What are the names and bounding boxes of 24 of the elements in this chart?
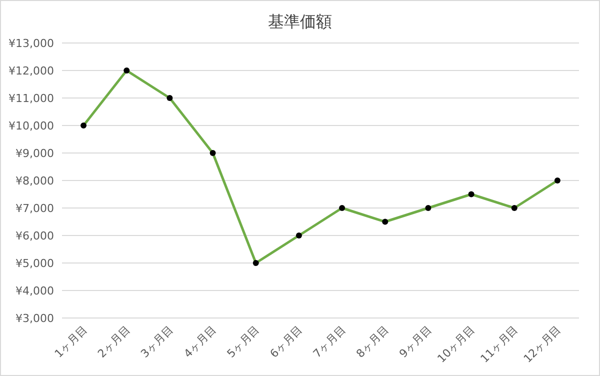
- x-tick-label: 2ヶ月目: [95, 322, 133, 360]
- x-tick-label: 9ヶ月目: [396, 322, 434, 360]
- y-tick-label: ¥9,000: [16, 147, 54, 160]
- y-tick-label: ¥12,000: [8, 64, 54, 78]
- y-tick-label: ¥7,000: [16, 202, 54, 215]
- y-tick-label: ¥3,000: [16, 312, 54, 325]
- x-tick-label: 12ヶ月目: [521, 322, 564, 366]
- y-tick-label: ¥8,000: [16, 174, 54, 188]
- x-tick-label: 6ヶ月目: [268, 322, 306, 360]
- y-tick-label: ¥4,000: [16, 284, 54, 298]
- y-tick-label: ¥10,000: [8, 120, 54, 132]
- x-tick-label: 10ヶ月目: [434, 322, 478, 366]
- x-tick-label: 1ヶ月目: [52, 322, 90, 360]
- x-tick-label: 4ヶ月目: [181, 322, 219, 360]
- y-tick-label: ¥13,000: [8, 37, 54, 50]
- x-tick-label: 3ヶ月目: [138, 322, 176, 360]
- x-tick-label: 8ヶ月目: [354, 322, 392, 360]
- x-tick-label: 11ヶ月目: [478, 322, 520, 366]
- x-tick-label: 7ヶ月目: [310, 322, 348, 360]
- y-tick-label: ¥5,000: [16, 257, 54, 270]
- x-tick-label: 5ヶ月目: [224, 322, 262, 360]
- y-tick-label: ¥11,000: [8, 92, 54, 105]
- chart-title: 基準価額: [268, 12, 332, 31]
- y-tick-label: ¥6,000: [16, 230, 54, 242]
